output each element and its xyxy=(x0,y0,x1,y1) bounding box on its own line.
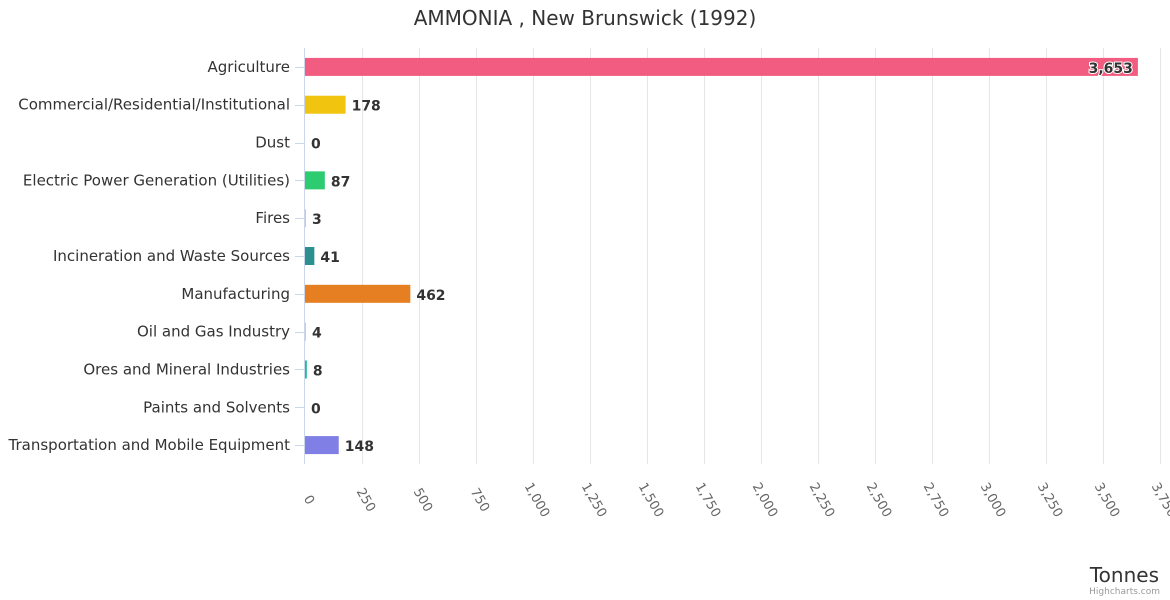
category-label: Fires xyxy=(255,209,290,227)
tick-label: 3,500 xyxy=(1091,480,1123,520)
bar[interactable] xyxy=(305,360,307,379)
data-labels: 3,653 178 0 87 3 41 462 4 8 0 148 xyxy=(311,60,1134,455)
bar[interactable] xyxy=(305,57,1138,76)
data-label: 8 xyxy=(313,363,323,379)
credits[interactable]: Highcharts.com xyxy=(1089,587,1160,597)
data-label: 3 xyxy=(312,212,322,228)
tick-label: 1,750 xyxy=(692,480,724,520)
grid-lines xyxy=(362,48,1161,464)
data-label: 4 xyxy=(312,326,322,342)
data-label: 462 xyxy=(416,288,445,304)
category-label: Ores and Mineral Industries xyxy=(83,360,290,378)
category-label: Agriculture xyxy=(208,58,291,76)
tick-label: 1,000 xyxy=(521,480,553,520)
category-label: Transportation and Mobile Equipment xyxy=(8,436,291,454)
category-axis: Agriculture Commercial/Residential/Instit… xyxy=(8,48,305,464)
bar[interactable] xyxy=(305,436,339,455)
category-label: Manufacturing xyxy=(181,285,290,303)
data-label: 178 xyxy=(352,99,381,115)
tick-label: 2,750 xyxy=(920,480,952,520)
bar[interactable] xyxy=(305,95,346,114)
tick-label: 1,250 xyxy=(578,480,610,520)
bar[interactable] xyxy=(305,171,325,190)
bar[interactable] xyxy=(305,284,411,303)
data-label: 0 xyxy=(311,401,321,417)
category-label: Dust xyxy=(255,134,290,152)
category-label: Incineration and Waste Sources xyxy=(53,247,290,265)
bars xyxy=(305,57,1138,455)
data-label: 0 xyxy=(311,137,321,153)
tick-label: 1,500 xyxy=(635,480,667,520)
tick-label: 2,500 xyxy=(863,480,895,520)
data-label: 87 xyxy=(331,174,350,190)
bar[interactable] xyxy=(305,322,306,341)
bar[interactable] xyxy=(305,209,306,228)
category-label: Oil and Gas Industry xyxy=(137,323,290,341)
tick-label: 3,750 xyxy=(1148,480,1170,520)
data-label: 148 xyxy=(345,439,374,455)
bar[interactable] xyxy=(305,247,315,265)
value-axis-title: Tonnes xyxy=(1089,563,1159,587)
tick-label: 750 xyxy=(467,486,492,515)
tick-label: 500 xyxy=(410,486,435,515)
tick-label: 3,000 xyxy=(977,480,1009,520)
category-label: Electric Power Generation (Utilities) xyxy=(23,171,290,189)
category-label: Paints and Solvents xyxy=(143,398,290,416)
category-label: Commercial/Residential/Institutional xyxy=(18,96,290,114)
value-axis-tick-labels: 0 250 500 750 1,000 1,250 1,500 1,750 2,000 2,250… xyxy=(300,480,1170,520)
tick-label: 250 xyxy=(353,486,378,515)
data-label: 3,653 xyxy=(1089,61,1133,77)
chart-title: AMMONIA , New Brunswick (1992) xyxy=(414,6,757,30)
tick-label: 2,000 xyxy=(749,480,781,520)
data-label: 41 xyxy=(320,250,339,266)
tick-label: 3,250 xyxy=(1034,480,1066,520)
tick-label: 0 xyxy=(300,493,317,508)
tick-label: 2,250 xyxy=(806,480,838,520)
